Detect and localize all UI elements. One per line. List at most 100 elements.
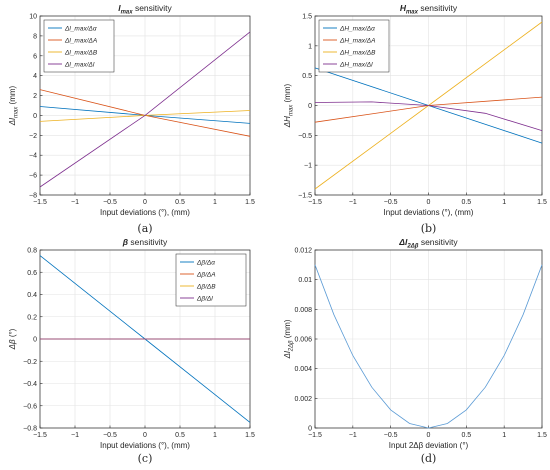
panel-label: (b) bbox=[421, 222, 437, 235]
chart-title-suffix: sensitivity bbox=[418, 237, 458, 247]
y-tick-label: 1 bbox=[308, 43, 312, 50]
y-tick-label: −1 bbox=[304, 163, 312, 170]
y-tick-label: 2 bbox=[33, 93, 37, 100]
y-axis-label-main: Δl bbox=[283, 351, 292, 359]
chart-title: lmax sensitivity bbox=[118, 3, 172, 16]
chart-title-suffix: sensitivity bbox=[133, 3, 173, 13]
y-tick-label: −0.2 bbox=[23, 359, 37, 366]
y-tick-label: −1.5 bbox=[298, 193, 312, 200]
x-axis-label: Input deviations (°), (mm) bbox=[384, 208, 474, 217]
chart-title: Δl2Δβ sensitivity bbox=[398, 237, 458, 250]
y-tick-label: 8 bbox=[33, 33, 37, 40]
y-axis-label-main: ΔH bbox=[283, 116, 292, 128]
x-tick-label: 1 bbox=[213, 199, 217, 206]
x-tick-label: −1.5 bbox=[308, 199, 322, 206]
x-axis-label: Input 2Δβ deviation (°) bbox=[389, 441, 469, 450]
chart-title-main: l bbox=[118, 3, 121, 13]
x-tick-label: 1.5 bbox=[537, 432, 547, 439]
y-tick-label: 0.008 bbox=[294, 307, 312, 314]
legend-box bbox=[175, 253, 247, 307]
y-tick-label: 0.8 bbox=[27, 248, 37, 255]
y-axis-label-group: Δl2Δβ (mm) bbox=[283, 319, 295, 359]
x-tick-label: 0 bbox=[427, 199, 431, 206]
chart-title-sub: max bbox=[121, 10, 134, 16]
x-tick-label: −1.5 bbox=[308, 432, 322, 439]
y-axis-label: Δl2Δβ (mm) bbox=[283, 319, 295, 359]
x-tick-label: −1.5 bbox=[33, 199, 47, 206]
y-tick-label: 0.004 bbox=[294, 366, 312, 373]
x-tick-label: 1.5 bbox=[537, 199, 547, 206]
chart-title: β sensitivity bbox=[122, 237, 168, 247]
x-tick-label: −0.5 bbox=[103, 199, 117, 206]
legend-entry-4: ΔH_max/Δl bbox=[339, 61, 373, 68]
y-tick-label: −6 bbox=[29, 173, 37, 180]
chart-title: Hmax sensitivity bbox=[400, 3, 458, 16]
x-tick-label: −1 bbox=[349, 199, 357, 206]
y-tick-label: −8 bbox=[29, 193, 37, 200]
y-axis-label-group: ΔHmax (mm) bbox=[283, 83, 295, 128]
y-tick-label: 0.4 bbox=[27, 292, 37, 299]
y-tick-label: 0.006 bbox=[294, 337, 312, 344]
legend: Δβ/Δα Δβ/ΔA Δβ/ΔB Δβ/Δl bbox=[175, 253, 247, 307]
x-tick-label: 0 bbox=[143, 432, 147, 439]
series-line-4 bbox=[39, 31, 251, 188]
y-tick-label: 6 bbox=[33, 53, 37, 60]
y-tick-label: 0 bbox=[308, 426, 312, 433]
legend-entry-2: Δl_max/ΔA bbox=[64, 37, 97, 44]
legend-entry-3: Δβ/ΔB bbox=[196, 283, 216, 290]
grid bbox=[314, 249, 543, 429]
x-axis-label: Input deviations (°), (mm) bbox=[100, 208, 190, 217]
x-tick-label: 0.5 bbox=[175, 432, 185, 439]
legend-entry-1: Δl_max/Δα bbox=[64, 25, 97, 32]
x-tick-label: 0.5 bbox=[461, 432, 471, 439]
y-tick-label: 1.5 bbox=[302, 14, 312, 21]
x-tick-label: 0 bbox=[427, 432, 431, 439]
legend-entry-1: ΔH_max/Δα bbox=[339, 25, 375, 32]
y-tick-label: 0.01 bbox=[298, 277, 312, 284]
y-tick-label: 0 bbox=[33, 337, 37, 344]
y-axis-label: ΔHmax (mm) bbox=[283, 83, 295, 128]
legend-entry-3: ΔH_max/ΔB bbox=[339, 49, 376, 56]
x-tick-label: −1 bbox=[349, 432, 357, 439]
chart-title-main: H bbox=[400, 3, 407, 13]
y-tick-label: −0.5 bbox=[298, 133, 312, 140]
x-tick-label: 1 bbox=[502, 432, 506, 439]
chart-panel-2: −1.5 −1 −0.5 0 0.5 1 1.5 −1.5 −1 −0.5 0 0.5 1 1.5 Hmax… bbox=[283, 3, 547, 235]
x-axis-label: Input deviations (°), (mm) bbox=[100, 441, 190, 450]
x-tick-label: −1 bbox=[71, 199, 79, 206]
x-tick-label: 0 bbox=[143, 199, 147, 206]
legend-entry-3: Δl_max/ΔB bbox=[64, 49, 98, 56]
y-tick-label: 4 bbox=[33, 73, 37, 80]
series-line-4 bbox=[314, 101, 543, 131]
y-tick-label: 10 bbox=[29, 14, 37, 21]
y-axis-label-suffix: (mm) bbox=[8, 85, 17, 106]
y-tick-label: 0.012 bbox=[294, 248, 312, 255]
y-tick-label: −4 bbox=[29, 153, 37, 160]
x-tick-label: 1.5 bbox=[245, 432, 255, 439]
legend: Δl_max/Δα Δl_max/ΔA Δl_max/ΔB Δl_max/Δl bbox=[43, 19, 115, 73]
y-tick-label: 0.002 bbox=[294, 396, 312, 403]
x-tick-label: 0.5 bbox=[461, 199, 471, 206]
legend-box bbox=[43, 19, 115, 73]
legend-entry-4: Δl_max/Δl bbox=[64, 61, 95, 68]
panel-label: (a) bbox=[137, 222, 152, 235]
panel-label: (d) bbox=[421, 452, 437, 465]
chart-title-sub: max bbox=[406, 10, 419, 16]
y-tick-label: −0.8 bbox=[23, 426, 37, 433]
x-tick-label: −0.5 bbox=[384, 432, 398, 439]
y-axis-label-main: Δl bbox=[8, 118, 17, 126]
legend-box bbox=[318, 19, 390, 73]
y-axis-label-sub: 2Δβ bbox=[289, 340, 295, 352]
x-tick-label: −1.5 bbox=[33, 432, 47, 439]
legend-entry-4: Δβ/Δl bbox=[196, 295, 213, 302]
x-tick-label: −0.5 bbox=[103, 432, 117, 439]
y-axis-label-sub: max bbox=[289, 104, 295, 116]
x-tick-label: 1 bbox=[213, 432, 217, 439]
chart-title-sub: 2Δβ bbox=[406, 244, 418, 250]
y-axis-label-group: Δlmax (mm) bbox=[8, 85, 20, 126]
panel-label: (c) bbox=[138, 452, 153, 465]
y-tick-label: 0.2 bbox=[27, 314, 37, 321]
x-tick-label: 1.5 bbox=[245, 199, 255, 206]
